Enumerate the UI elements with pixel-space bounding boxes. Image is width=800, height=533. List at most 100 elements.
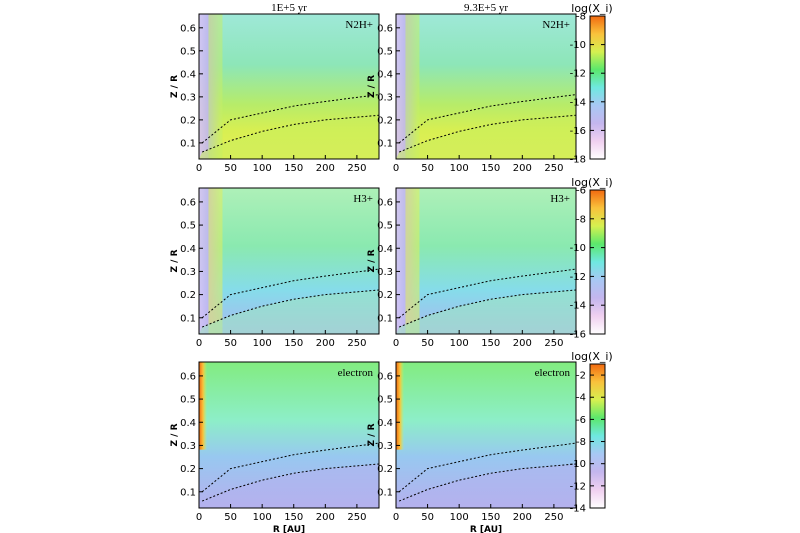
x-tick-label: 100 [253, 512, 272, 523]
y-tick-label: 0.4 [377, 244, 393, 255]
y-axis-label: Z / R [170, 423, 180, 446]
heatmap-panel-electron-2: 0 50 100 150 200 250 0.1 0.2 0.3 0.4 0.5 0.6 electro… [367, 361, 577, 533]
y-tick-label: 0.6 [377, 197, 393, 208]
x-tick-label: 200 [316, 338, 335, 349]
y-tick-label: 0.6 [180, 197, 196, 208]
x-tick-label: 0 [196, 338, 202, 349]
species-label: H3+ [550, 193, 570, 205]
colorbar-tick-label: -6 [576, 415, 586, 426]
x-tick-label: 50 [421, 512, 434, 523]
colorbar-tick-label: -6 [576, 186, 586, 197]
x-tick-label: 200 [513, 163, 532, 174]
plot-frame [198, 187, 380, 335]
colorbar-tick-label: -16 [570, 330, 586, 341]
y-tick-label: 0.2 [180, 290, 196, 301]
x-tick-label: 200 [513, 338, 532, 349]
colorbar-scale [589, 189, 606, 335]
heatmap-panel-H3+-2: 0 50 100 150 200 250 0.1 0.2 0.3 0.4 0.5 0.6 H3+ Z / … [367, 187, 577, 349]
colorbar-tick-label: -14 [570, 504, 586, 515]
x-tick-label: 0 [393, 338, 399, 349]
contour-line-1 [398, 268, 577, 319]
ridge-band [208, 188, 223, 334]
colorbar-H3+: -6 -8 -10 -12 -14 -16 log(X_i) [570, 176, 613, 341]
y-tick-label: 0.1 [377, 313, 393, 324]
colorbar-tick-label: -8 [576, 437, 586, 448]
y-tick-label: 0.3 [180, 267, 196, 278]
species-label: electron [535, 367, 571, 379]
x-tick-label: 100 [450, 512, 469, 523]
colorbar-tick-label: -14 [570, 97, 586, 108]
y-tick-label: 0.3 [180, 441, 196, 452]
colorbar-scale [589, 363, 606, 509]
x-axis-label: R [AU] [273, 525, 305, 533]
x-tick-label: 250 [544, 512, 563, 523]
midplane-region [396, 463, 576, 508]
x-tick-label: 250 [544, 338, 563, 349]
contour-line-1 [398, 94, 577, 144]
contour-line-2 [201, 114, 380, 153]
midplane-region [199, 463, 379, 508]
x-tick-label: 200 [513, 512, 532, 523]
colorbar-tick-label: -10 [570, 459, 586, 470]
x-tick-label: 150 [284, 512, 303, 523]
x-tick-label: 50 [224, 163, 237, 174]
colorbar-tick-label: -10 [570, 40, 586, 51]
contour-line-1 [201, 268, 380, 319]
y-tick-label: 0.1 [180, 138, 196, 149]
y-tick-label: 0.1 [180, 487, 196, 498]
plot-frame [395, 187, 577, 335]
colorbar-tick-label: -18 [570, 155, 586, 166]
y-tick-label: 0.2 [377, 464, 393, 475]
x-tick-label: 50 [224, 338, 237, 349]
y-tick-label: 0.5 [180, 395, 196, 406]
y-tick-label: 0.2 [377, 115, 393, 126]
y-tick-label: 0.2 [377, 290, 393, 301]
y-tick-label: 0.6 [377, 23, 393, 34]
y-tick-label: 0.4 [377, 69, 393, 80]
contour-line-2 [398, 463, 577, 502]
y-tick-label: 0.5 [377, 221, 393, 232]
x-tick-label: 150 [284, 163, 303, 174]
y-tick-label: 0.5 [377, 395, 393, 406]
y-axis-label: Z / R [170, 75, 180, 98]
column-title: 1E+5 yr [271, 2, 307, 14]
heatmap-panel-N2H+-1: 0 50 100 150 200 250 0.1 0.2 0.3 0.4 0.5 0.6 N2H+ Z /… [170, 13, 380, 174]
y-tick-label: 0.5 [377, 46, 393, 57]
contour-line-1 [398, 442, 577, 493]
x-tick-label: 100 [253, 163, 272, 174]
colorbar-tick-label: -14 [570, 301, 586, 312]
colorbar-tick-label: -10 [570, 243, 586, 254]
colorbar-tick-label: -16 [570, 126, 586, 137]
x-tick-label: 150 [481, 338, 500, 349]
plot-frame [198, 361, 380, 509]
ridge-band [208, 14, 223, 159]
colorbar-tick-label: -8 [576, 12, 586, 23]
y-tick-label: 0.4 [180, 418, 196, 429]
x-tick-label: 50 [421, 163, 434, 174]
colorbar-tick-label: -2 [576, 371, 586, 382]
x-tick-label: 50 [421, 338, 434, 349]
colorbar-tick-label: -12 [570, 69, 586, 80]
colorbar-tick-label: -12 [570, 272, 586, 283]
y-tick-label: 0.3 [180, 92, 196, 103]
midplane-region [199, 289, 379, 334]
midplane-region [396, 289, 576, 334]
y-axis-label: Z / R [367, 423, 377, 446]
y-tick-label: 0.1 [377, 487, 393, 498]
contour-line-2 [201, 289, 380, 328]
species-label: electron [338, 367, 374, 379]
x-axis-label: R [AU] [470, 525, 502, 533]
y-axis-label: Z / R [367, 75, 377, 98]
y-axis-label: Z / R [367, 249, 377, 272]
x-tick-label: 0 [196, 512, 202, 523]
ridge-band [405, 14, 420, 159]
heatmap-panel-electron-1: 0 50 100 150 200 250 0.1 0.2 0.3 0.4 0.5 0.6 electro… [170, 361, 380, 533]
x-tick-label: 0 [393, 163, 399, 174]
x-tick-label: 250 [347, 163, 366, 174]
x-tick-label: 100 [450, 338, 469, 349]
y-tick-label: 0.5 [180, 221, 196, 232]
y-tick-label: 0.3 [377, 267, 393, 278]
y-tick-label: 0.6 [377, 371, 393, 382]
colorbar-tick-label: -8 [576, 214, 586, 225]
colorbar-electron: -2 -4 -6 -8 -10 -12 -14 log(X_i) [570, 350, 613, 515]
